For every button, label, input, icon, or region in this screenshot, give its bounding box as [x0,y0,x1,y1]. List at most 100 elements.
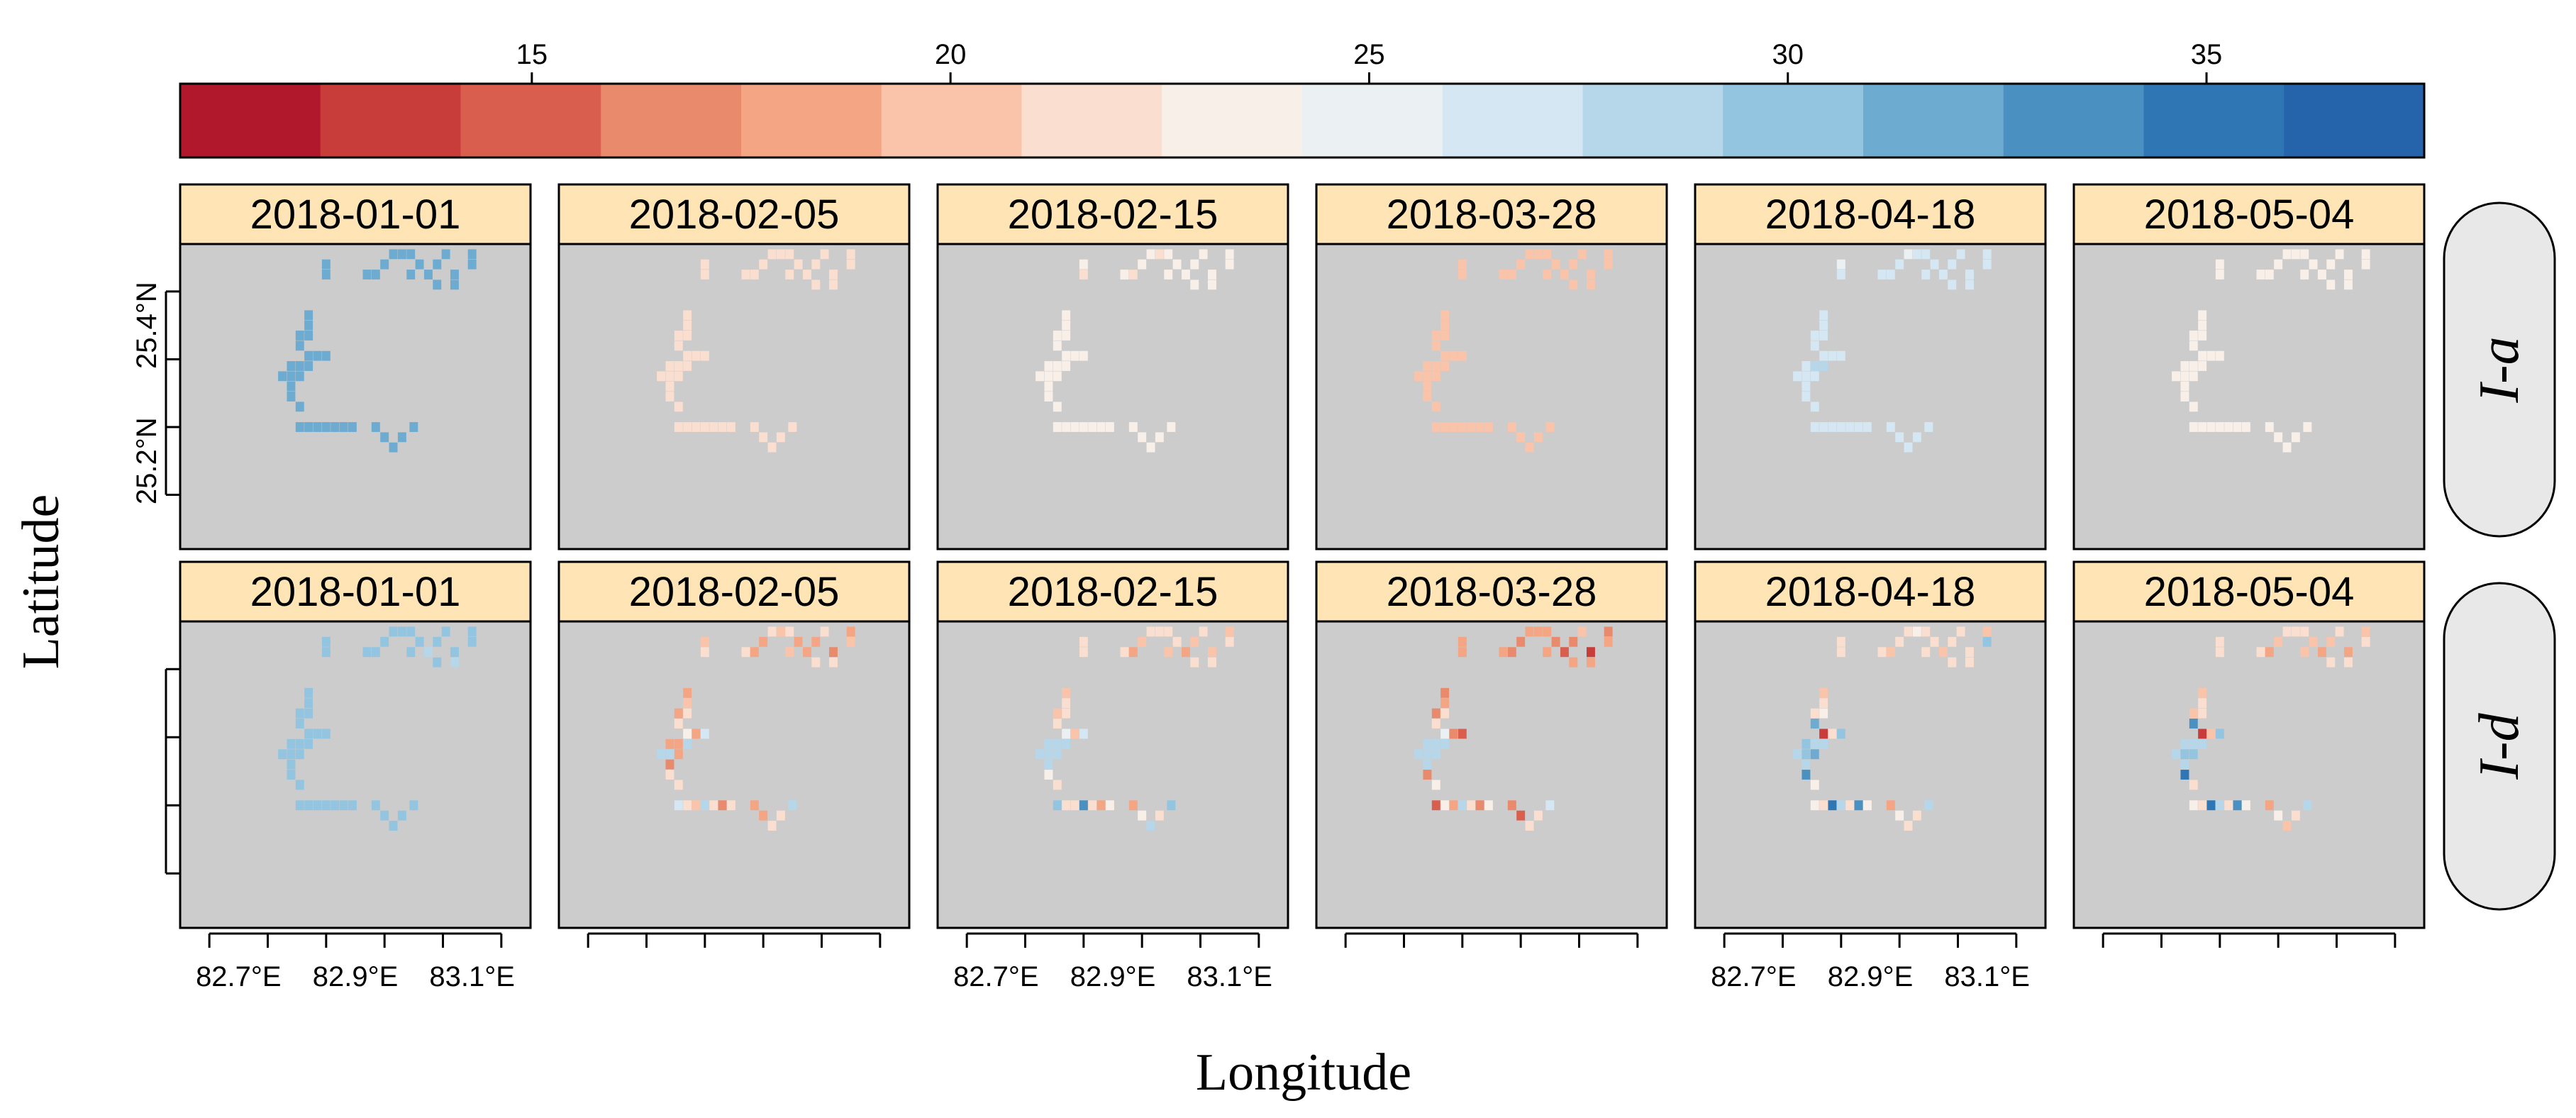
grid-cell [1948,636,1957,647]
grid-cell [1845,422,1855,432]
date-strip-label: 2018-02-15 [1008,192,1218,238]
panel-frame [936,243,1289,550]
grid-cell [1912,249,1921,260]
grid-cell [1801,749,1811,760]
grid-cell [1128,270,1138,280]
grid-cell [1225,636,1234,647]
grid-cell [397,249,406,260]
grid-cell [1836,259,1845,270]
grid-cell [1886,270,1895,280]
grid-cell [2317,647,2326,658]
grid-cell [1070,800,1079,811]
grid-cell [674,331,683,341]
date-strip-label: 2018-05-04 [2144,192,2355,238]
panel-grid: 2018-01-01 25.2°N 25.4°N 2018-02-05 2018-02-… [131,183,2426,992]
grid-cell [750,270,759,280]
grid-cell [692,350,701,361]
grid-cell [1458,350,1467,361]
grid-cell [1225,259,1234,270]
grid-cell [692,800,701,811]
grid-cell [1449,800,1458,811]
date-strip [2072,560,2426,623]
grid-cell [674,402,683,412]
date-strip-label: 2018-05-04 [2144,569,2355,615]
grid-cell [1053,719,1062,729]
grid-cell [1475,422,1484,432]
grid-cell [700,350,709,361]
colorbar-tick-label: 15 [516,39,548,70]
grid-cell [1828,800,1837,811]
grid-cell [1423,371,1432,382]
grid-cell [1810,341,1819,351]
grid-cell [1836,729,1845,739]
grid-cell [1062,320,1071,331]
grid-cell [1079,800,1088,811]
colorbar-tick-label: 30 [1772,39,1804,70]
grid-cell [1053,749,1062,760]
grid-cell [2198,331,2207,341]
grid-cell [692,729,701,739]
grid-cell [2317,270,2326,280]
date-strip-label: 2018-03-28 [1387,192,1597,238]
grid-cell [1146,249,1155,260]
grid-cell [788,422,797,432]
grid-cell [433,280,442,290]
date-strip [2072,183,2426,245]
grid-cell [828,280,838,290]
colorbar-frame [179,82,2426,159]
grid-cell [1431,800,1440,811]
grid-cell [1604,636,1613,647]
grid-cell [406,647,416,658]
grid-cell [1423,759,1432,770]
grid-cell [1886,422,1895,432]
grid-cell [2198,422,2207,432]
grid-cell [441,249,450,260]
grid-cell [767,249,777,260]
grid-cell [1070,422,1079,432]
grid-cell [295,371,304,382]
panel-I-a-2018-03-28: 2018-03-28 [1315,183,1668,550]
grid-cell [1190,259,1199,270]
grid-cell [2215,259,2224,270]
grid-cell [304,738,313,749]
grid-cell [1431,402,1440,412]
grid-cell [287,361,296,371]
grid-cell [1912,432,1921,443]
grid-cell [726,422,735,432]
panel-frame [1315,243,1668,550]
grid-cell [2274,636,2283,647]
grid-cell [1167,422,1176,432]
grid-cell [1810,708,1819,719]
grid-cell [1079,729,1088,739]
grid-cell [380,432,389,443]
grid-cell [811,280,821,290]
grid-cell [2326,259,2336,270]
grid-cell [1172,259,1182,270]
grid-cell [2361,636,2370,647]
grid-cell [1577,626,1587,637]
grid-cell [2215,647,2224,658]
grid-cell [1828,422,1837,432]
axes: Longitude Latitude [12,494,1411,1102]
grid-cell [657,749,666,760]
grid-cell [1088,422,1097,432]
grid-cell [1207,270,1216,280]
grid-cell [371,647,380,658]
grid-cell [287,749,296,760]
grid-cell [1044,361,1053,371]
grid-cell [1207,647,1216,658]
grid-cell [1128,647,1138,658]
grid-cell [1155,432,1164,443]
grid-cell [1062,310,1071,321]
grid-cell [1199,626,1208,637]
date-strip-label: 2018-02-05 [629,192,840,238]
grid-cell [295,708,304,719]
grid-cell [1036,749,1045,760]
grid-cell [1810,800,1819,811]
grid-cell [1793,371,1802,382]
colorbar-tick-label: 25 [1353,39,1385,70]
grid-cell [1044,392,1053,402]
x-tick-label: 82.9°E [1070,961,1156,992]
grid-cell [1062,687,1071,698]
grid-cell [767,442,777,453]
